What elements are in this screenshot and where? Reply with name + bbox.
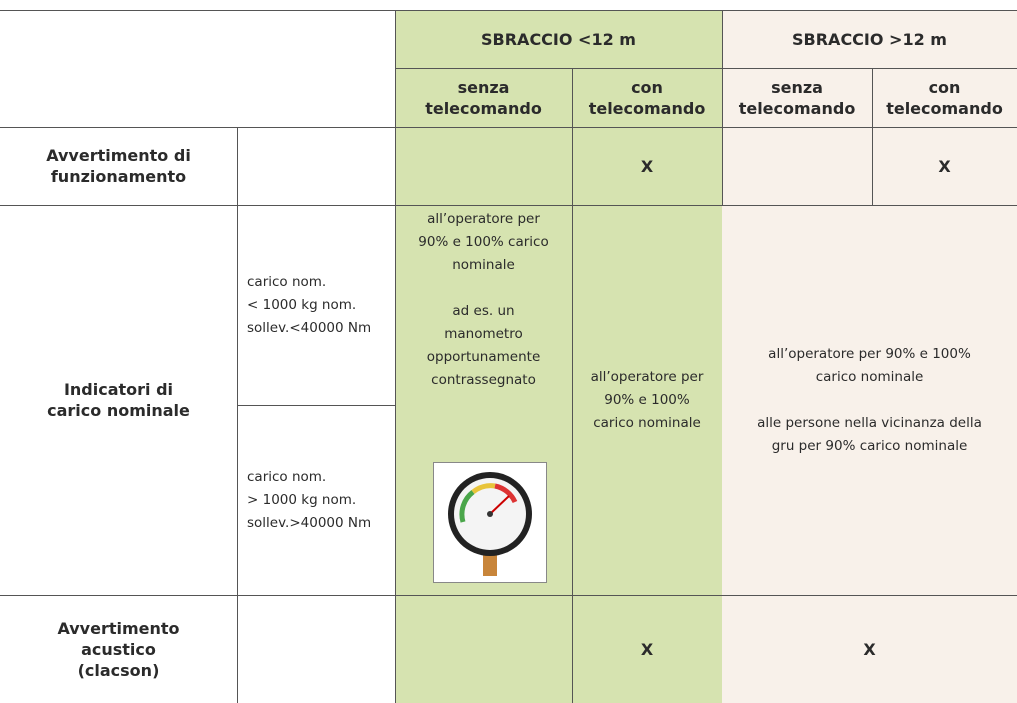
cell: all’operatore per 90% e 100% carico nomi… — [590, 368, 704, 431]
rule — [572, 68, 573, 703]
sub-header: con telecomando — [886, 77, 1003, 118]
sub-header: senza telecomando — [738, 77, 856, 118]
cell: X — [938, 156, 951, 176]
cell: X — [863, 639, 876, 659]
beige-zone — [722, 10, 1017, 703]
cell: all’operatore per 90% e 100% carico nomi… — [418, 211, 549, 388]
cell: all’operatore per 90% e 100% carico nomi… — [757, 345, 982, 454]
sub-header: senza telecomando — [425, 77, 542, 118]
rule — [395, 10, 396, 703]
rule — [0, 127, 1017, 128]
condition: carico nom. < 1000 kg nom. sollev.<40000… — [247, 273, 372, 336]
rule — [0, 595, 1017, 596]
group-header: SBRACCIO >12 m — [792, 29, 947, 49]
row-label: Avvertimento acustico (clacson) — [57, 618, 180, 680]
gauge-image — [433, 462, 547, 583]
sub-header: con telecomando — [588, 77, 706, 118]
cell: X — [640, 639, 654, 659]
green-zone — [395, 10, 722, 703]
rule — [237, 405, 395, 406]
group-header: SBRACCIO <12 m — [481, 29, 636, 49]
rule — [0, 10, 1017, 11]
cell: X — [640, 156, 654, 176]
rule — [872, 68, 873, 205]
rule — [237, 127, 238, 703]
row-label: Indicatori di carico nominale — [47, 380, 190, 420]
condition: carico nom. > 1000 kg nom. sollev.>40000… — [247, 468, 372, 531]
row-label: Avvertimento di funzionamento — [46, 146, 191, 186]
rule — [395, 68, 1017, 69]
rule — [722, 10, 723, 205]
rule — [0, 205, 1017, 206]
